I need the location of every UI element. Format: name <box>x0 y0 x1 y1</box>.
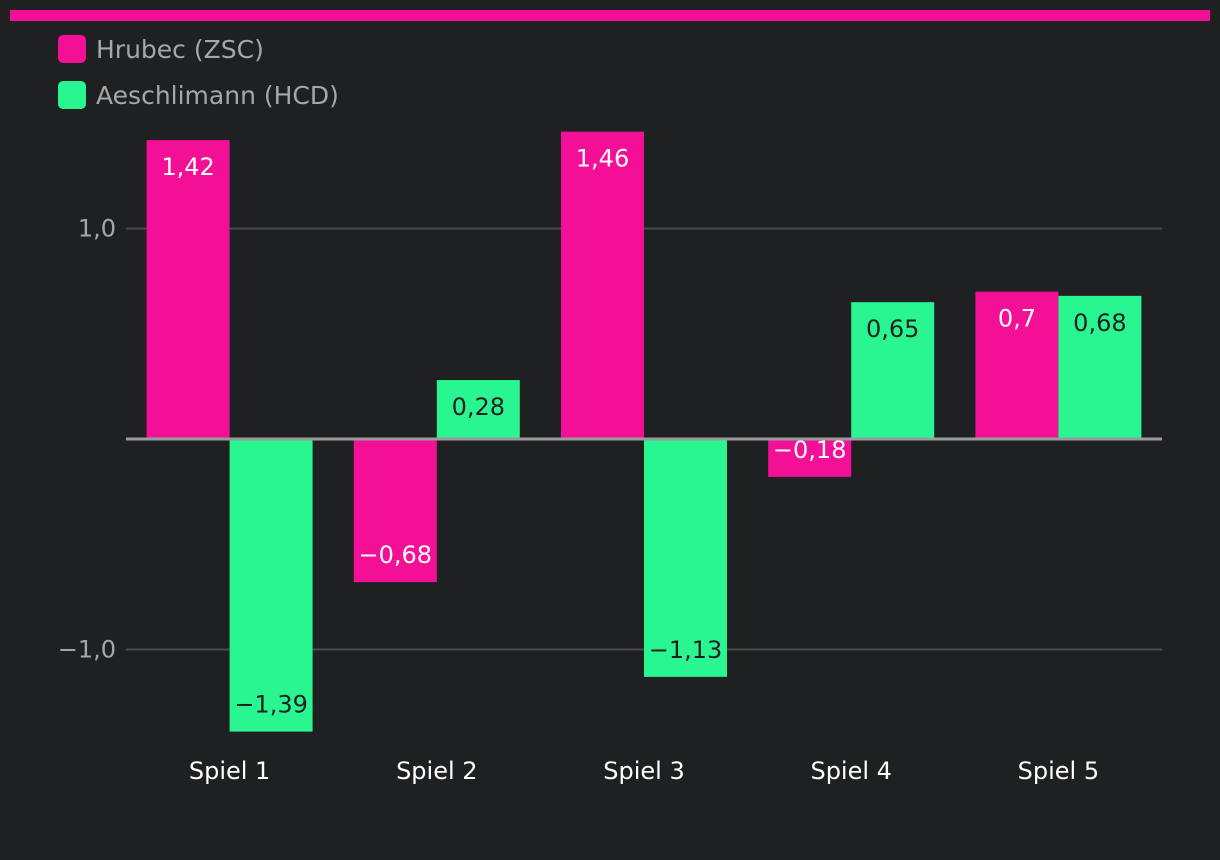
bar-aeschlimann <box>851 302 935 439</box>
legend-item-aeschlimann: Aeschlimann (HCD) <box>58 72 339 118</box>
bar-hrubec <box>353 439 437 583</box>
legend-label-hrubec: Hrubec (ZSC) <box>96 34 264 64</box>
bar-aeschlimann <box>229 439 313 732</box>
data-label: −0,68 <box>359 541 433 569</box>
data-label: 0,68 <box>1073 309 1126 337</box>
data-label: 1,46 <box>576 145 629 173</box>
x-tick-label: Spiel 2 <box>396 757 477 785</box>
x-tick-label: Spiel 4 <box>810 757 891 785</box>
data-label: −0,18 <box>773 436 847 464</box>
bar-aeschlimann <box>1058 295 1142 439</box>
y-tick-label: 1,0 <box>78 215 116 243</box>
bar-aeschlimann <box>644 439 727 677</box>
data-label: −1,13 <box>649 636 723 664</box>
data-label: −1,39 <box>234 691 308 719</box>
data-label: 0,7 <box>998 305 1036 333</box>
x-tick-label: Spiel 3 <box>603 757 684 785</box>
legend: Hrubec (ZSC) Aeschlimann (HCD) <box>58 26 339 118</box>
x-tick-label: Spiel 5 <box>1018 757 1099 785</box>
bar-hrubec <box>975 291 1059 439</box>
accent-bar <box>10 10 1210 21</box>
x-tick-label: Spiel 1 <box>189 757 270 785</box>
y-tick-label: −1,0 <box>58 636 116 664</box>
bar-hrubec <box>768 439 852 477</box>
legend-label-aeschlimann: Aeschlimann (HCD) <box>96 80 339 110</box>
legend-swatch-aeschlimann <box>58 81 86 109</box>
bar-hrubec <box>146 140 230 439</box>
data-label: 0,65 <box>866 315 919 343</box>
data-label: 0,28 <box>452 393 505 421</box>
legend-swatch-hrubec <box>58 35 86 63</box>
bar-aeschlimann <box>436 380 520 439</box>
data-label: 1,42 <box>161 153 214 181</box>
bar-hrubec <box>561 131 644 440</box>
legend-item-hrubec: Hrubec (ZSC) <box>58 26 339 72</box>
